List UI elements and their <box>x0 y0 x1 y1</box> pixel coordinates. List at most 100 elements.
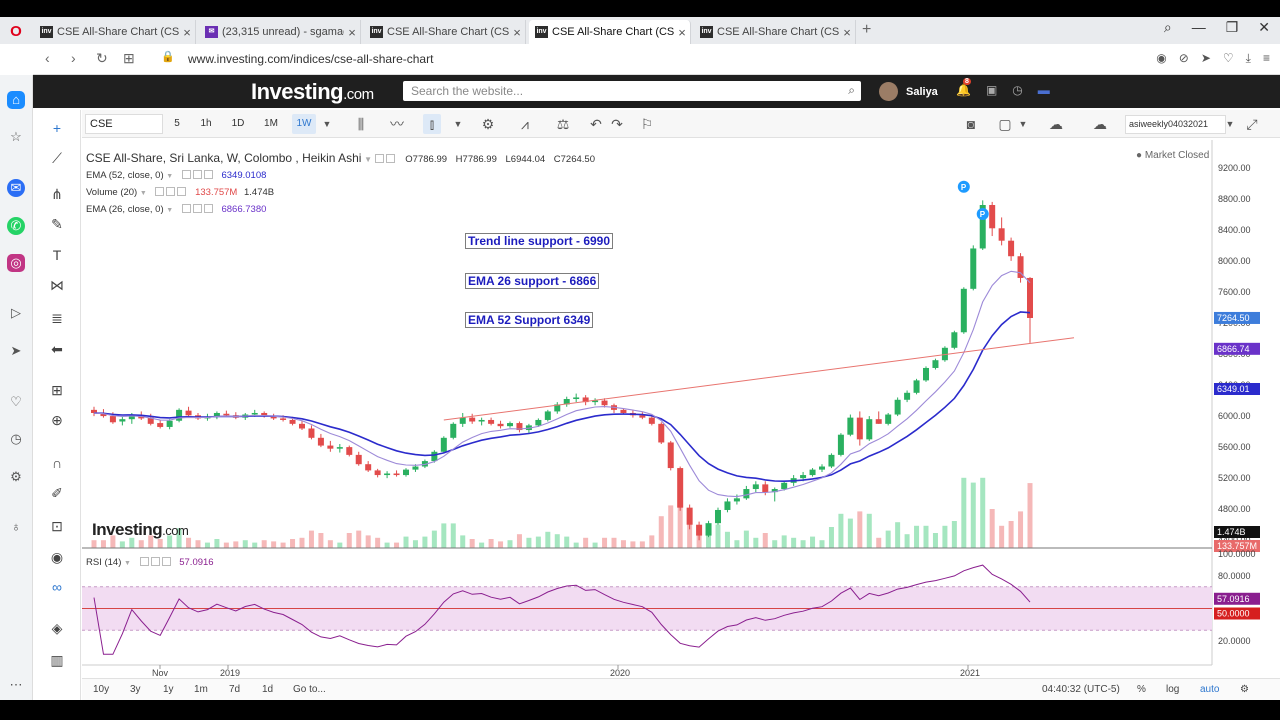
close-tab-icon[interactable]: × <box>513 24 521 40</box>
goto-button[interactable]: Go to... <box>293 684 326 695</box>
eye-toggle-icon[interactable] <box>181 170 191 179</box>
more-icon[interactable]: ⋯ <box>9 677 23 692</box>
cloud-save-icon[interactable]: ☁ <box>1093 116 1107 132</box>
settings-toggle-icon[interactable] <box>192 170 202 179</box>
layout-dropdown-icon[interactable]: ▼ <box>1018 119 1028 129</box>
star-icon[interactable]: ☆ <box>10 129 22 144</box>
chart-type-dropdown-icon[interactable]: ▼ <box>453 119 463 129</box>
close-tab-icon[interactable]: × <box>348 24 356 40</box>
search-tabs-icon[interactable]: ⌕ <box>1163 19 1172 35</box>
eye-icon[interactable]: ◉ <box>50 549 64 565</box>
pitchfork-icon[interactable]: ⋔ <box>51 186 63 202</box>
fullscreen-box-icon[interactable]: ▢ <box>998 116 1012 132</box>
settings-toggle-icon[interactable] <box>166 187 176 196</box>
alert-icon[interactable]: ⚐ <box>640 116 654 132</box>
price-chart[interactable]: P P 9200.00 8800.00 8400.00 8000.00 7600.00 72… <box>82 140 1280 678</box>
back-icon[interactable]: ‹ <box>45 50 50 66</box>
close-toggle-icon[interactable] <box>203 170 213 179</box>
watchlist-select[interactable]: asiweekly04032021 <box>1125 115 1226 134</box>
us-flag-icon[interactable]: ▬ <box>1037 83 1050 97</box>
eye-toggle-icon[interactable] <box>155 187 165 196</box>
arrow-back-icon[interactable]: ⬅ <box>51 341 63 357</box>
close-tab-icon[interactable]: × <box>183 24 191 40</box>
interval-dropdown-icon[interactable]: ▼ <box>322 119 332 129</box>
pencil-lock-icon[interactable]: ✐ <box>51 485 63 501</box>
site-search-input[interactable]: Search the website... ⌕ <box>403 81 861 101</box>
messenger-icon[interactable]: ✉ <box>7 179 25 197</box>
lightbulb-icon[interactable]: ♁ <box>11 519 21 534</box>
history-icon[interactable]: ◷ <box>10 431 22 446</box>
browser-tab[interactable]: ✉ (23,315 unread) - sgamage × <box>199 20 361 44</box>
player-icon[interactable]: ▷ <box>11 305 21 320</box>
settings-icon[interactable]: ⚙ <box>10 469 22 484</box>
brush-icon[interactable]: ✎ <box>51 216 63 232</box>
browser-tab[interactable]: inv CSE All-Share Chart (CSE) × <box>694 20 856 44</box>
browser-tab[interactable]: inv CSE All-Share Chart (CSE) × <box>364 20 526 44</box>
link-icon[interactable]: ∞ <box>52 579 62 595</box>
line-chart-icon[interactable]: 〰 <box>390 116 404 132</box>
close-toggle-icon[interactable] <box>203 204 213 213</box>
reload-icon[interactable]: ↻ <box>96 50 108 66</box>
user-name[interactable]: Saliya <box>906 85 938 98</box>
new-tab-icon[interactable]: + <box>862 21 872 38</box>
interval-1h[interactable]: 1h <box>200 118 212 129</box>
compare-icon[interactable]: ⚖ <box>556 116 570 132</box>
eye-toggle-icon[interactable] <box>374 154 384 163</box>
close-toggle-icon[interactable] <box>161 557 171 566</box>
annotation-ema52[interactable]: EMA 52 Support 6349 <box>465 312 594 328</box>
adblock-icon[interactable]: ⊘ <box>1178 51 1189 65</box>
trash-icon[interactable]: ▥ <box>50 652 64 668</box>
range-10y[interactable]: 10y <box>93 684 110 695</box>
gear-icon[interactable]: ⚙ <box>1240 684 1249 695</box>
search-icon[interactable]: ⌕ <box>848 83 855 97</box>
close-toggle-icon[interactable] <box>177 187 187 196</box>
layers-icon[interactable]: ◈ <box>51 620 63 636</box>
crosshair-icon[interactable]: + <box>52 120 62 136</box>
zoom-icon[interactable]: ⊕ <box>51 412 63 428</box>
settings-toggle-icon[interactable] <box>385 154 395 163</box>
settings-toggle-icon[interactable] <box>192 204 202 213</box>
eye-toggle-icon[interactable] <box>181 204 191 213</box>
clock-icon[interactable]: ◷ <box>1012 83 1023 97</box>
minimize-icon[interactable]: — <box>1191 19 1206 35</box>
camera-icon[interactable]: ◉ <box>1156 51 1167 65</box>
interval-1w[interactable]: 1W <box>292 114 316 134</box>
range-3y[interactable]: 3y <box>130 684 141 695</box>
send-icon[interactable]: ➤ <box>10 343 22 358</box>
speed-dial-icon[interactable]: ⊞ <box>123 50 135 66</box>
restore-icon[interactable]: ❐ <box>1225 19 1239 35</box>
undo-icon[interactable]: ↶ <box>590 116 602 132</box>
heart-icon[interactable]: ♡ <box>1222 51 1234 65</box>
send-icon[interactable]: ➤ <box>1200 51 1211 65</box>
annotation-ema26[interactable]: EMA 26 support - 6866 <box>465 273 600 289</box>
interval-1m[interactable]: 1M <box>264 118 278 129</box>
range-7d[interactable]: 7d <box>229 684 241 695</box>
text-icon[interactable]: T <box>52 247 62 263</box>
range-1m[interactable]: 1m <box>194 684 208 695</box>
forward-icon[interactable]: › <box>71 50 76 66</box>
settings-toggle-icon[interactable] <box>150 557 160 566</box>
watchlist-dropdown-icon[interactable]: ▼ <box>1225 119 1235 129</box>
trend-line-icon[interactable]: ⟋ <box>52 150 62 166</box>
portfolio-icon[interactable]: ▣ <box>985 83 998 97</box>
log-toggle[interactable]: log <box>1166 684 1180 695</box>
avatar[interactable] <box>879 82 898 101</box>
settings-gear-icon[interactable]: ⚙ <box>481 116 495 132</box>
title-dropdown-icon[interactable]: ▼ <box>364 155 373 164</box>
browser-tab[interactable]: inv CSE All-Share Chart (CSE) × <box>34 20 196 44</box>
lock-icon[interactable]: 🔒 <box>161 51 175 63</box>
expand-icon[interactable]: ⤢ <box>1246 116 1258 132</box>
eye-toggle-icon[interactable] <box>139 557 149 566</box>
close-window-icon[interactable]: ✕ <box>1258 19 1270 35</box>
opera-logo-icon[interactable]: O <box>10 23 22 40</box>
browser-tab-active[interactable]: inv CSE All-Share Chart (CSE) - × <box>529 20 691 44</box>
interval-5[interactable]: 5 <box>174 118 180 129</box>
redo-icon[interactable]: ↷ <box>611 116 623 132</box>
user-menu[interactable]: Saliya <box>879 82 938 101</box>
bell-icon[interactable]: 🔔 8 <box>956 78 971 97</box>
bars-icon[interactable]: ⫼ <box>357 116 365 132</box>
candles-icon[interactable]: ⫾ <box>423 114 441 134</box>
annotation-trend-line[interactable]: Trend line support - 6990 <box>465 233 614 249</box>
close-tab-icon[interactable]: × <box>843 24 851 40</box>
lock-icon[interactable]: ⊡ <box>51 518 63 534</box>
